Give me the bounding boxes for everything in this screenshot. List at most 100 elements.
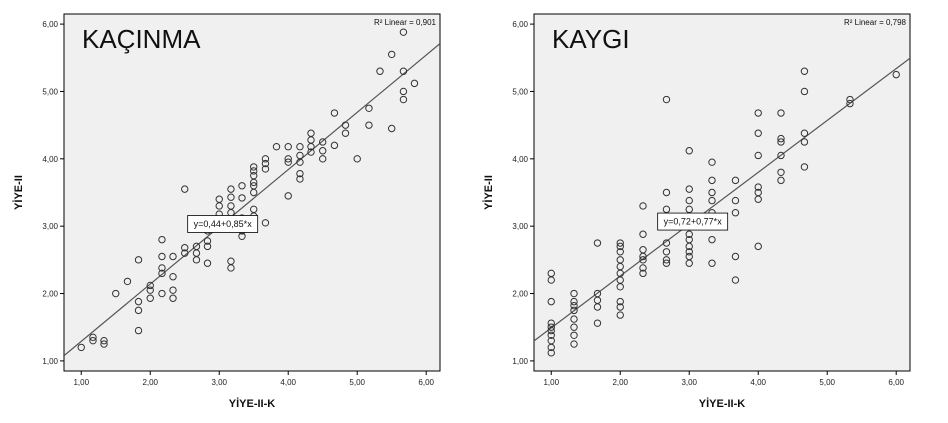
right-data-point xyxy=(616,303,624,311)
right-data-point xyxy=(800,163,809,171)
left-data-point xyxy=(238,194,246,202)
right-data-point xyxy=(708,158,716,166)
right-data-point xyxy=(754,242,762,251)
left-data-point xyxy=(250,171,258,180)
right-data-point xyxy=(685,147,693,155)
right-equation-label: y=0,72+0,77*x xyxy=(664,217,723,227)
right-data-point xyxy=(639,246,647,254)
right-x-tick-label: 1,00 xyxy=(543,378,559,387)
right-data-point xyxy=(616,311,624,319)
left-data-point xyxy=(134,256,143,264)
right-data-point xyxy=(731,209,740,217)
right-chart-title: KAYGI xyxy=(552,24,630,54)
right-data-point xyxy=(616,297,624,306)
right-y-tick-label: 3,00 xyxy=(512,222,528,231)
right-data-point xyxy=(800,87,809,96)
right-data-point xyxy=(547,326,555,335)
right-scatter-chart: 1,00 2,00 3,00 4,00 5,00 6,00 1,00 2,00 3,00 4,00… xyxy=(482,13,911,410)
right-data-point xyxy=(639,202,647,210)
left-data-point xyxy=(250,167,258,175)
left-data-point xyxy=(158,269,166,278)
right-data-point xyxy=(547,269,555,278)
left-equation-box xyxy=(187,215,259,233)
right-data-point xyxy=(731,252,740,261)
left-data-point xyxy=(77,343,85,352)
left-x-axis-title: YİYE-II-K xyxy=(229,397,276,410)
left-data-point xyxy=(227,202,235,210)
right-y-tick-label: 1,00 xyxy=(512,357,528,366)
left-data-point xyxy=(296,142,304,151)
left-data-point xyxy=(284,155,292,163)
right-data-point xyxy=(708,259,716,267)
right-data-point xyxy=(685,230,693,238)
right-data-point xyxy=(685,248,693,256)
left-data-point xyxy=(89,333,97,342)
right-y-axis-title: YİYE-II xyxy=(482,175,495,210)
left-data-point xyxy=(296,169,304,178)
left-data-point xyxy=(181,185,189,193)
right-data-point xyxy=(731,196,740,205)
right-x-tick-label: 6,00 xyxy=(888,378,904,387)
left-data-point xyxy=(307,148,315,156)
left-y-axis-title: YİYE-II xyxy=(12,175,25,210)
left-data-point xyxy=(261,159,270,168)
right-data-point xyxy=(616,239,624,247)
left-data-point xyxy=(203,259,212,267)
left-data-point xyxy=(399,28,408,36)
left-data-point xyxy=(169,252,177,261)
right-data-point xyxy=(547,323,555,331)
left-x-tick-label: 2,00 xyxy=(142,378,158,387)
right-y-tick-label: 4,00 xyxy=(512,155,528,164)
right-data-point xyxy=(731,276,740,284)
right-data-point xyxy=(616,248,624,256)
left-y-tick-label: 1,00 xyxy=(42,357,58,366)
left-data-point xyxy=(365,104,373,113)
right-data-point xyxy=(708,196,716,205)
right-y-tick-label: 2,00 xyxy=(512,290,528,299)
right-x-axis-title: YİYE-II-K xyxy=(699,397,746,410)
right-data-point xyxy=(777,176,785,185)
left-data-point xyxy=(227,185,235,193)
left-data-point xyxy=(89,336,97,345)
left-regression-line xyxy=(64,43,440,357)
right-data-point xyxy=(754,151,762,160)
right-plot-area xyxy=(533,13,911,372)
right-data-point xyxy=(708,176,716,185)
left-y-tick-label: 3,00 xyxy=(42,222,58,231)
right-data-point xyxy=(777,138,785,146)
left-data-point xyxy=(100,340,108,348)
right-data-point xyxy=(708,188,716,197)
left-data-point xyxy=(365,121,373,129)
right-data-point xyxy=(570,315,578,323)
left-data-point xyxy=(341,121,350,129)
right-data-point xyxy=(570,289,578,298)
left-data-point xyxy=(134,297,143,306)
left-y-tick-label: 2,00 xyxy=(42,290,58,299)
left-data-point xyxy=(250,182,258,190)
left-x-tick-label: 4,00 xyxy=(280,378,296,387)
left-data-point xyxy=(181,244,189,252)
right-data-point xyxy=(616,256,624,264)
right-data-point xyxy=(593,289,602,298)
right-data-point xyxy=(846,95,854,104)
left-data-point xyxy=(410,79,419,88)
right-data-point xyxy=(754,109,762,117)
right-data-point xyxy=(593,239,602,247)
right-data-point xyxy=(777,168,785,176)
right-data-point xyxy=(685,252,693,261)
right-data-point xyxy=(593,319,602,327)
right-data-point xyxy=(685,235,693,244)
left-chart-panel: 1,00 2,00 3,00 4,00 5,00 6,00 1,00 2,00 3,00 4,00… xyxy=(0,0,470,423)
left-x-tick-label: 6,00 xyxy=(418,378,434,387)
right-x-tick-label: 3,00 xyxy=(681,378,697,387)
left-data-point xyxy=(261,165,270,173)
left-data-point xyxy=(341,129,350,137)
right-data-point xyxy=(616,242,624,251)
left-x-tick-label: 3,00 xyxy=(211,378,227,387)
right-data-point xyxy=(777,134,785,143)
left-y-tick-label: 4,00 xyxy=(42,155,58,164)
left-data-point xyxy=(376,67,384,75)
right-chart-panel: 1,00 2,00 3,00 4,00 5,00 6,00 1,00 2,00 3,00 4,00… xyxy=(470,0,940,423)
left-data-point xyxy=(284,142,292,151)
right-data-point xyxy=(547,349,555,357)
